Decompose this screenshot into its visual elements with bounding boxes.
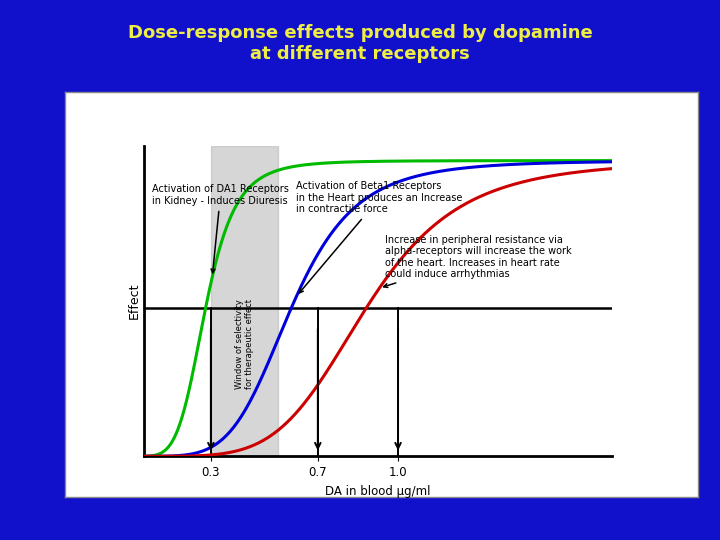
X-axis label: DA in blood μg/ml: DA in blood μg/ml	[325, 484, 431, 497]
Text: Window of selectivity
for therapeutic effect: Window of selectivity for therapeutic ef…	[235, 299, 254, 389]
Text: Increase in peripheral resistance via
alpha-receptors will increase the work
of : Increase in peripheral resistance via al…	[384, 234, 571, 287]
Text: Activation of DA1 Receptors
in Kidney - Induces Diuresis: Activation of DA1 Receptors in Kidney - …	[152, 184, 289, 273]
Y-axis label: Effect: Effect	[128, 283, 141, 319]
Text: Activation of Beta1 Receptors
in the Heart produces an Increase
in contractile f: Activation of Beta1 Receptors in the Hea…	[297, 181, 463, 293]
Text: Dose-response effects produced by dopamine
at different receptors: Dose-response effects produced by dopami…	[127, 24, 593, 63]
Bar	[211, 146, 278, 456]
